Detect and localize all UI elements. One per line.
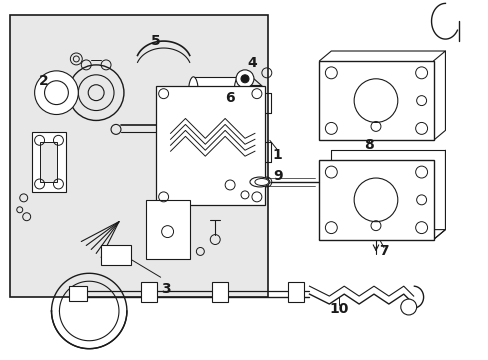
Bar	[54, 79, 72, 107]
Bar	[155, 86, 264, 205]
Ellipse shape	[254, 179, 268, 185]
Ellipse shape	[249, 177, 269, 187]
Bar	[319, 160, 433, 239]
Circle shape	[400, 299, 416, 315]
Circle shape	[236, 70, 253, 88]
Polygon shape	[249, 178, 269, 186]
Bar	[319, 61, 433, 140]
Text: 9: 9	[272, 169, 282, 183]
Circle shape	[35, 71, 78, 114]
Bar	[239, 87, 246, 99]
Text: 6: 6	[225, 91, 234, 105]
Bar	[69, 286, 87, 301]
Bar	[193, 77, 239, 109]
Text: 2: 2	[39, 74, 48, 88]
Bar	[141, 282, 156, 302]
Circle shape	[44, 81, 68, 105]
Circle shape	[241, 75, 248, 83]
Bar	[287, 282, 303, 302]
Ellipse shape	[188, 77, 198, 109]
Text: 7: 7	[378, 244, 388, 258]
Text: 10: 10	[329, 302, 348, 316]
Text: 1: 1	[272, 148, 282, 162]
Bar	[101, 246, 131, 265]
Ellipse shape	[234, 77, 244, 109]
Circle shape	[61, 77, 65, 81]
Bar	[145, 200, 190, 260]
Bar	[10, 15, 267, 297]
Text: 5: 5	[150, 34, 160, 48]
Text: 3: 3	[161, 282, 170, 296]
Bar	[212, 282, 228, 302]
Bar	[32, 132, 66, 192]
Text: 4: 4	[246, 56, 256, 70]
Text: 8: 8	[364, 138, 373, 152]
Bar	[40, 142, 57, 182]
